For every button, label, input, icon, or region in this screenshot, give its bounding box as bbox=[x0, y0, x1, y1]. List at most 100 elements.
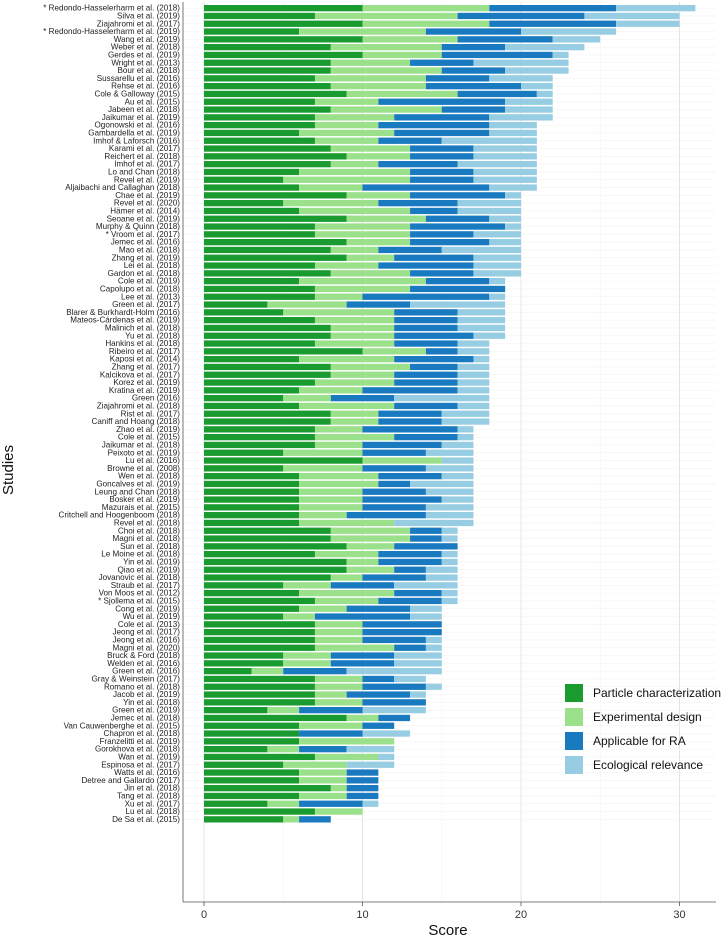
bar-segment-particle-characterization bbox=[204, 153, 347, 160]
bar-segment-particle-characterization bbox=[204, 36, 363, 43]
bar-segment-experimental-design bbox=[330, 535, 411, 542]
bar-segment-ecological-relevance bbox=[394, 519, 474, 527]
bar-segment-experimental-design bbox=[330, 270, 411, 277]
bar-segment-experimental-design bbox=[314, 426, 363, 433]
study-label: Wan et al. (2019) bbox=[118, 753, 180, 762]
bar-segment-applicable-for-ra bbox=[378, 597, 442, 605]
bar-segment-ecological-relevance bbox=[473, 153, 537, 160]
bar-segment-experimental-design bbox=[314, 675, 363, 683]
legend-label: Applicable for RA bbox=[593, 734, 686, 748]
bar-segment-ecological-relevance bbox=[425, 566, 458, 573]
study-label: Browne et al. (2008) bbox=[107, 464, 180, 473]
bar-segment-applicable-for-ra bbox=[346, 777, 379, 784]
study-label: Imhof et al. (2017) bbox=[114, 160, 180, 169]
bar-segment-ecological-relevance bbox=[521, 28, 617, 35]
bar-segment-applicable-for-ra bbox=[394, 356, 474, 363]
bars bbox=[204, 5, 696, 823]
bar-segment-ecological-relevance bbox=[489, 75, 553, 82]
bar-segment-applicable-for-ra bbox=[394, 402, 458, 410]
bar-segment-applicable-for-ra bbox=[457, 36, 553, 43]
bar-segment-experimental-design bbox=[314, 636, 363, 644]
study-label: Cole et al. (2019) bbox=[118, 277, 180, 286]
bar-segment-ecological-relevance bbox=[457, 161, 537, 168]
bar-segment-experimental-design bbox=[330, 527, 411, 534]
bar-segment-particle-characterization bbox=[204, 621, 315, 628]
bar-segment-particle-characterization bbox=[204, 434, 315, 441]
bar-segment-experimental-design bbox=[330, 106, 442, 113]
bar-segment-applicable-for-ra bbox=[410, 285, 506, 293]
bar-segment-ecological-relevance bbox=[441, 473, 474, 480]
bar-segment-ecological-relevance bbox=[457, 317, 506, 324]
bar-segment-applicable-for-ra bbox=[362, 449, 426, 456]
bar-segment-experimental-design bbox=[330, 324, 395, 332]
bar-segment-particle-characterization bbox=[204, 161, 331, 168]
bar-segment-ecological-relevance bbox=[410, 605, 442, 612]
bar-segment-applicable-for-ra bbox=[378, 137, 442, 144]
bar-segment-experimental-design bbox=[362, 5, 490, 12]
bar-segment-applicable-for-ra bbox=[378, 551, 442, 558]
bar-segment-experimental-design bbox=[314, 808, 363, 815]
x-axis-title: Score bbox=[428, 922, 467, 939]
study-label: * Redondo-Hasselerharm et al. (2019) bbox=[43, 27, 180, 36]
study-label: Weber et al. (2018) bbox=[111, 43, 180, 52]
bar-segment-applicable-for-ra bbox=[330, 652, 395, 659]
bar-segment-experimental-design bbox=[283, 465, 363, 472]
bar-segment-particle-characterization bbox=[204, 496, 300, 503]
bar-segment-ecological-relevance bbox=[457, 387, 490, 394]
bar-segment-experimental-design bbox=[346, 239, 411, 246]
bar-segment-ecological-relevance bbox=[441, 137, 537, 144]
bar-segment-experimental-design bbox=[299, 519, 395, 527]
bar-segment-particle-characterization bbox=[204, 722, 300, 729]
bar-segment-ecological-relevance bbox=[489, 239, 521, 246]
bar-segment-applicable-for-ra bbox=[394, 644, 426, 651]
bar-segment-experimental-design bbox=[283, 200, 379, 207]
bar-segment-ecological-relevance bbox=[394, 395, 490, 402]
legend-swatch bbox=[565, 732, 583, 750]
study-label: Bruck & Ford (2018) bbox=[107, 651, 180, 660]
bar-segment-applicable-for-ra bbox=[330, 660, 395, 667]
bar-segment-ecological-relevance bbox=[505, 44, 585, 51]
bar-segment-particle-characterization bbox=[204, 387, 300, 394]
bar-segment-experimental-design bbox=[346, 215, 426, 222]
bar-segment-particle-characterization bbox=[204, 129, 300, 137]
study-label: Straub et al. (2017) bbox=[111, 581, 181, 590]
study-label: Kaposi et al. (2014) bbox=[110, 355, 180, 364]
bar-segment-applicable-for-ra bbox=[362, 504, 426, 511]
bar-segment-applicable-for-ra bbox=[378, 410, 442, 417]
bar-segment-particle-characterization bbox=[204, 699, 315, 706]
bar-segment-applicable-for-ra bbox=[425, 28, 521, 35]
bar-segment-experimental-design bbox=[314, 285, 411, 293]
bar-segment-applicable-for-ra bbox=[394, 371, 458, 378]
study-label: Cole et al. (2013) bbox=[118, 620, 180, 629]
bar-segment-ecological-relevance bbox=[457, 379, 490, 386]
bar-segment-particle-characterization bbox=[204, 465, 284, 472]
bar-segment-applicable-for-ra bbox=[425, 75, 490, 82]
study-label: Chae et al. (2019) bbox=[115, 191, 180, 200]
study-label: Lei et al. (2018) bbox=[124, 261, 181, 270]
bar-segment-ecological-relevance bbox=[378, 753, 395, 761]
bar-segment-experimental-design bbox=[330, 59, 411, 66]
bar-segment-ecological-relevance bbox=[441, 457, 474, 464]
bar-segment-experimental-design bbox=[330, 332, 395, 339]
bar-segment-experimental-design bbox=[299, 605, 347, 612]
bar-segment-particle-characterization bbox=[204, 340, 315, 347]
bar-segment-ecological-relevance bbox=[473, 145, 537, 152]
bar-segment-experimental-design bbox=[314, 551, 379, 558]
bar-segment-ecological-relevance bbox=[346, 746, 395, 753]
bar-segment-particle-characterization bbox=[204, 668, 252, 675]
bar-segment-ecological-relevance bbox=[394, 660, 442, 667]
bar-segment-applicable-for-ra bbox=[410, 168, 474, 176]
bar-segment-ecological-relevance bbox=[457, 324, 506, 332]
bar-segment-experimental-design bbox=[346, 90, 458, 98]
legend-swatch bbox=[565, 684, 583, 702]
bar-segment-experimental-design bbox=[267, 800, 300, 807]
bar-segment-ecological-relevance bbox=[505, 223, 521, 230]
bar-segment-ecological-relevance bbox=[425, 449, 474, 456]
study-label: Green (2016) bbox=[132, 394, 180, 403]
study-label: Goncalves et al. (2019) bbox=[96, 480, 180, 489]
bar-segment-particle-characterization bbox=[204, 730, 300, 737]
bar-segment-applicable-for-ra bbox=[441, 67, 506, 74]
bar-segment-ecological-relevance bbox=[489, 129, 537, 137]
bar-segment-particle-characterization bbox=[204, 644, 315, 651]
